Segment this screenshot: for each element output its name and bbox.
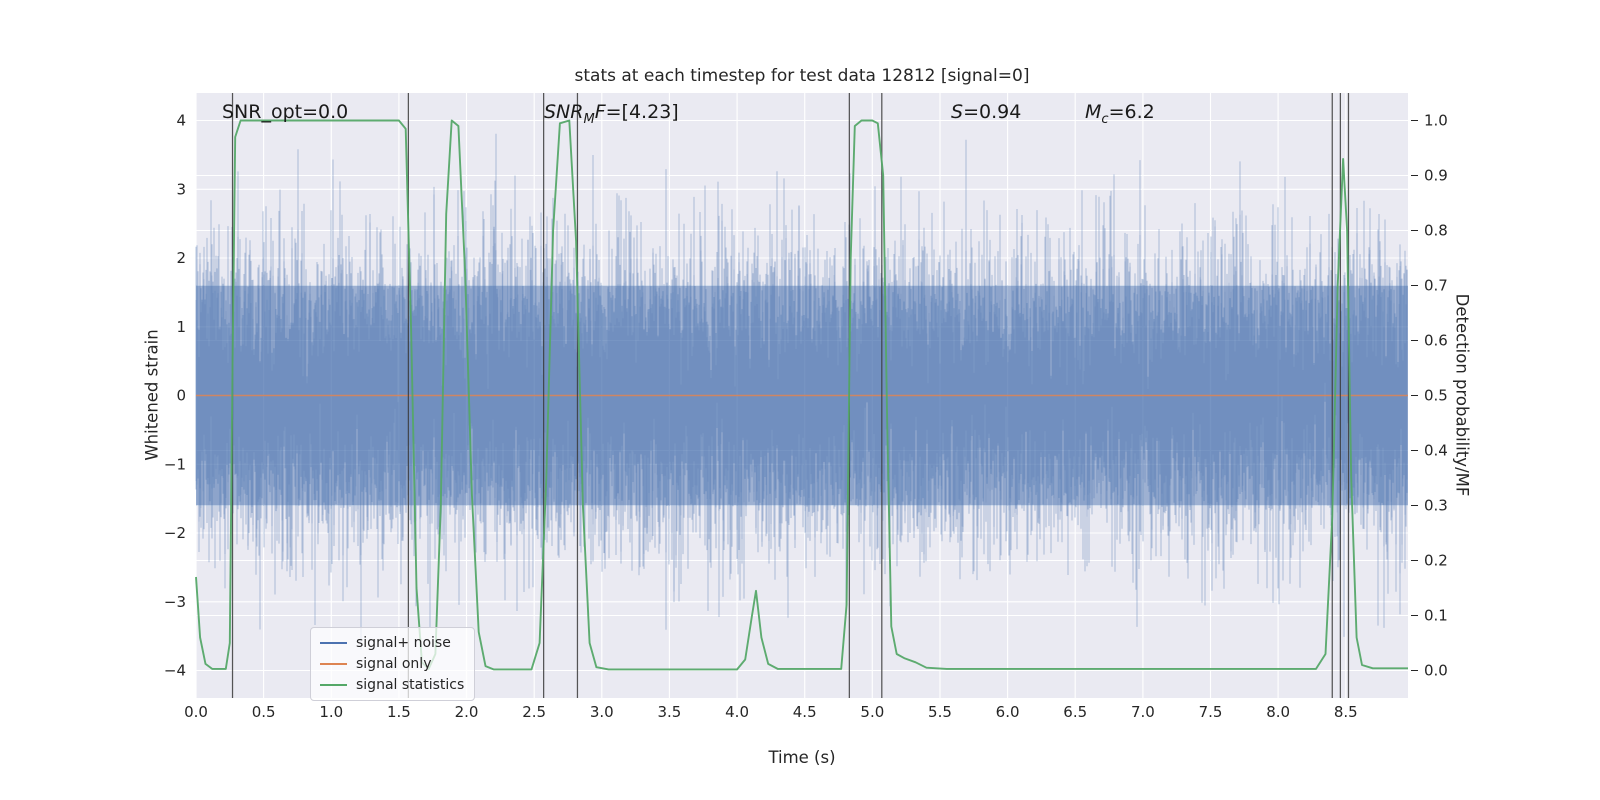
y-tick-label-left: 3 [176,180,186,198]
x-tick-label: 2.5 [522,703,546,721]
x-tick-label: 7.0 [1131,703,1155,721]
legend-swatch-signal-only [320,663,347,665]
x-tick-label: 3.5 [658,703,682,721]
legend-swatch-signal-statistics [320,684,347,686]
legend: signal+ noise signal only signal statist… [310,627,476,701]
x-tick-label: 3.0 [590,703,614,721]
annotation-text: F [594,101,606,123]
x-tick-label: 8.0 [1266,703,1290,721]
annotation-text: SNR_opt=0.0 [222,101,349,123]
x-tick-label: 6.5 [1063,703,1087,721]
annotation-snr-opt: SNR_opt=0.0 [222,101,348,123]
annotation-chirp-mass: Mc=6.2 [1085,101,1155,127]
legend-label: signal statistics [356,677,465,693]
x-axis-label: Time (s) [768,748,836,767]
y-tick-label-left: 1 [176,318,186,336]
x-tick-label: 0.5 [252,703,276,721]
y-tick-label-left: −4 [164,662,186,680]
y-tick-label-right: 0.3 [1424,497,1448,515]
x-tick-label: 1.5 [387,703,411,721]
legend-label: signal only [356,656,432,672]
series-signal-noise-mid [195,194,1408,592]
y-tick-label-right: 0.7 [1424,277,1448,295]
annotation-text: =0.94 [963,101,1022,123]
x-tick-label: 5.0 [860,703,884,721]
y-tick-label-right: 1.0 [1424,112,1448,130]
y-axis-label-left: Whitened strain [142,329,162,461]
annotation-text: SNR [544,101,584,123]
y-tick-label-right: 0.1 [1424,607,1448,625]
annotation-s-stat: S=0.94 [951,101,1021,123]
x-tick-label: 2.0 [455,703,479,721]
y-tick-label-left: −1 [164,455,186,473]
y-tick-label-left: −2 [164,524,186,542]
legend-item-signal-statistics: signal statistics [320,677,464,693]
y-axis-label-right: Detection probability/MF [1452,293,1472,497]
legend-label: signal+ noise [356,635,451,651]
y-tick-label-right: 0.9 [1424,167,1448,185]
x-tick-label: 7.5 [1199,703,1223,721]
y-tick-label-right: 0.2 [1424,552,1448,570]
annotation-text: =6.2 [1108,101,1155,123]
series-signal-noise-spikes [195,133,1408,650]
annotation-text: c [1101,111,1109,127]
chart-title: stats at each timestep for test data 128… [574,66,1030,86]
y-tick-label-right: 0.6 [1424,332,1448,350]
annotation-snr-mf: SNRMF=[4.23] [544,101,679,127]
y-tick-label-right: 0.5 [1424,387,1448,405]
legend-swatch-signal-noise [320,642,347,644]
y-tick-label-left: 0 [176,387,186,405]
annotation-text: M [583,111,595,127]
x-tick-label: 0.0 [184,703,208,721]
y-tick-label-left: 4 [176,112,186,130]
y-tick-label-right: 0.8 [1424,222,1448,240]
legend-item-signal-only: signal only [320,656,464,672]
y-tick-label-left: −3 [164,593,186,611]
x-tick-label: 5.5 [928,703,952,721]
x-tick-label: 6.0 [996,703,1020,721]
annotation-text: =[4.23] [605,101,679,123]
legend-item-signal-noise: signal+ noise [320,635,464,651]
x-tick-label: 4.0 [725,703,749,721]
x-tick-label: 1.0 [319,703,343,721]
annotation-text: S [951,101,964,123]
annotation-text: M [1085,101,1102,123]
series-signal-statistics [195,119,1408,671]
x-tick-label: 4.5 [793,703,817,721]
x-tick-label: 8.5 [1334,703,1358,721]
y-tick-label-right: 0.4 [1424,442,1448,460]
y-tick-label-right: 0.0 [1424,662,1448,680]
y-tick-label-left: 2 [176,249,186,267]
